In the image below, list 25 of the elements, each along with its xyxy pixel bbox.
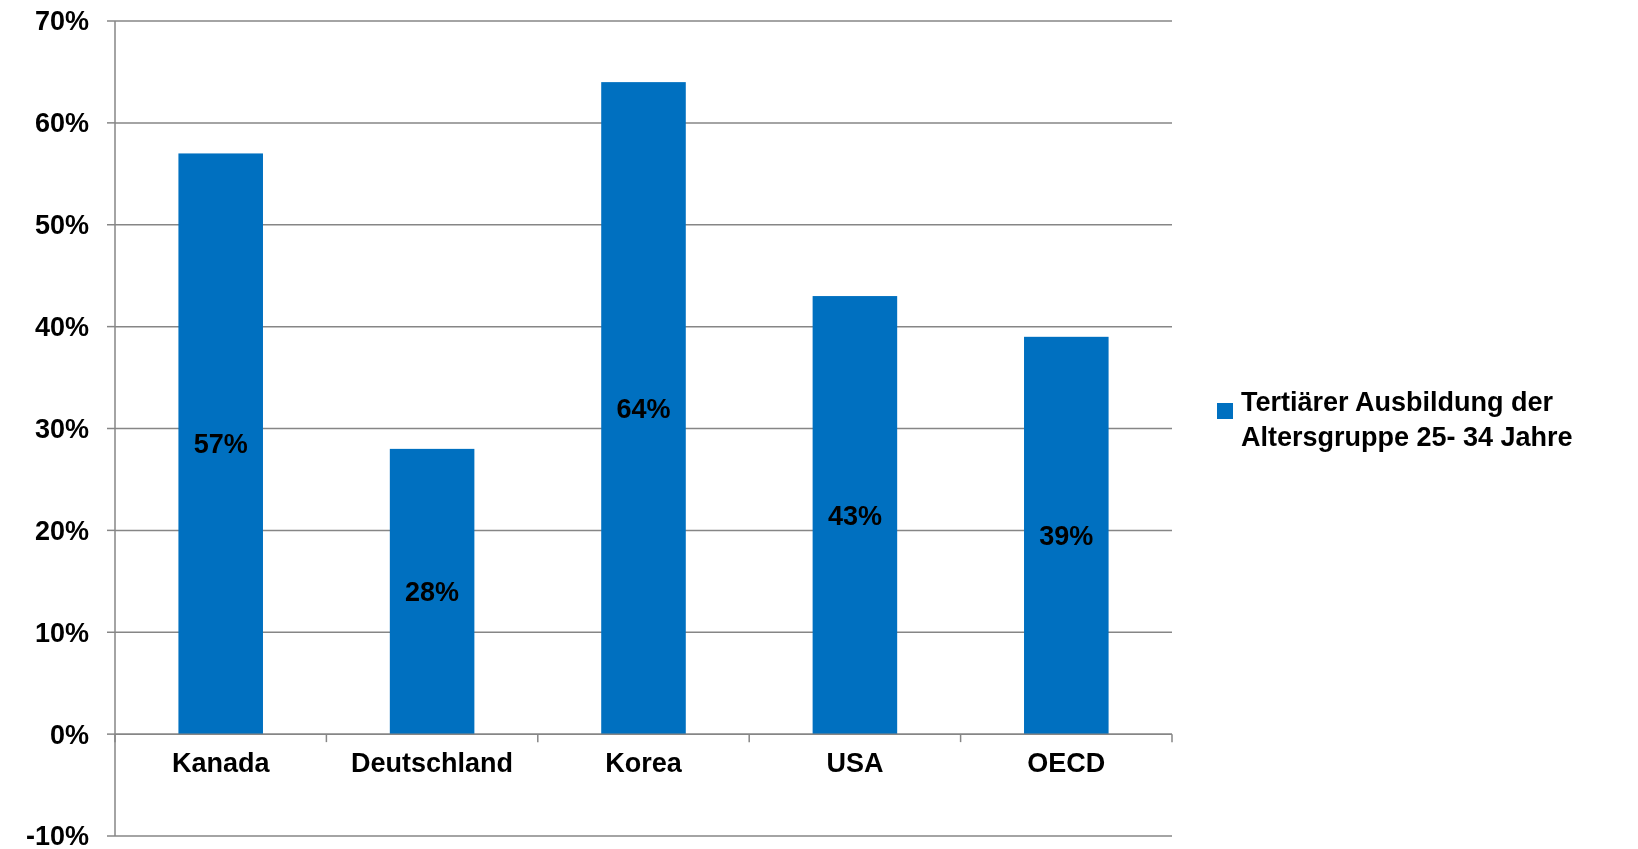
legend-label: Tertiärer Ausbildung der Altersgruppe 25- 34 Jahre [1241, 387, 1573, 453]
bar [812, 296, 898, 735]
y-tick-label: 40% [34, 312, 89, 343]
data-label: 57% [193, 429, 248, 460]
x-tick-label: OECD [1027, 748, 1106, 779]
y-tick-label: 70% [34, 6, 89, 37]
y-tick-label: 30% [34, 413, 89, 444]
y-tick-label: -10% [25, 821, 89, 849]
y-tick-label: 20% [34, 515, 89, 546]
bar [601, 82, 686, 735]
x-tick-label: USA [826, 748, 884, 779]
data-label: 28% [405, 576, 460, 607]
data-label: 64% [616, 393, 671, 424]
bar [178, 153, 263, 735]
data-label: 43% [827, 500, 882, 531]
bar [1024, 336, 1109, 735]
data-label: 39% [1039, 520, 1094, 551]
x-tick-label: Korea [605, 748, 683, 779]
y-tick-label: 10% [34, 617, 89, 648]
bar [389, 448, 475, 735]
y-tick-label: 50% [34, 210, 89, 241]
x-tick-label: Deutschland [351, 748, 514, 779]
y-tick-label: 0% [49, 719, 89, 750]
x-tick-label: Kanada [171, 748, 271, 779]
y-tick-label: 60% [34, 108, 89, 139]
